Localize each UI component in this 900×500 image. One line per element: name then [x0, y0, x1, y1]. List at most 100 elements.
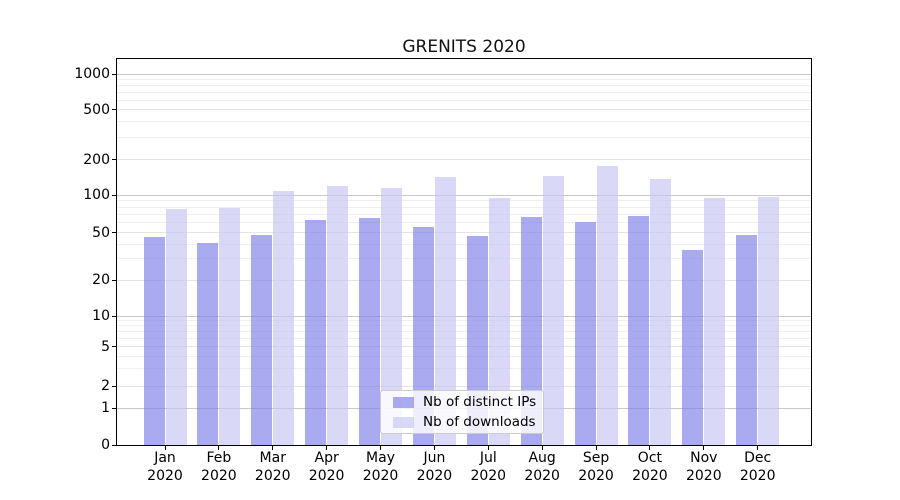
bar-apr-distinct-ips	[305, 220, 327, 445]
y-tick-label: 2	[101, 378, 110, 394]
y-tick-mark	[112, 444, 117, 446]
minor-gridline	[117, 338, 811, 340]
legend-label-downloads: Nb of downloads	[423, 414, 536, 430]
bar-may-distinct-ips	[359, 217, 381, 445]
x-tick-mark	[703, 445, 705, 450]
x-tick-mark	[433, 445, 435, 450]
bar-apr-downloads	[327, 185, 349, 445]
y-tick-mark	[112, 232, 117, 233]
y-tick-label: 0	[101, 437, 110, 453]
major-gridline	[117, 315, 811, 317]
y-tick-label: 1000	[74, 66, 110, 83]
x-tick-month: Dec	[744, 450, 772, 466]
y-tick-mark	[112, 346, 117, 348]
minor-gridline	[117, 79, 811, 81]
bar-mar-downloads	[273, 190, 295, 445]
x-tick-month: Jun	[423, 450, 446, 466]
gridline	[117, 109, 811, 110]
x-tick-label: Feb 2020	[187, 449, 251, 485]
x-tick-mark	[487, 445, 489, 450]
x-tick-label: Apr 2020	[295, 449, 359, 485]
x-tick-year: 2020	[578, 468, 614, 484]
bar-aug-distinct-ips	[520, 216, 542, 445]
x-tick-year: 2020	[739, 468, 776, 484]
plot-area	[116, 58, 812, 446]
x-tick-month: Mar	[259, 450, 286, 466]
chart-title: GRENITS 2020	[402, 37, 526, 57]
minor-gridline	[117, 331, 811, 333]
y-tick-label: 1	[101, 400, 110, 417]
x-tick-label: Jun 2020	[402, 449, 466, 485]
bar-feb-downloads	[219, 207, 241, 445]
bar-nov-distinct-ips	[682, 249, 704, 445]
minor-gridline	[117, 99, 811, 101]
y-tick-label: 50	[92, 224, 110, 241]
x-tick-month: Apr	[314, 450, 339, 466]
bar-may-downloads	[381, 188, 403, 445]
bar-feb-distinct-ips	[197, 242, 219, 445]
minor-gridline	[117, 222, 811, 224]
major-gridline	[117, 73, 811, 75]
x-tick-label: Mar 2020	[241, 449, 305, 485]
gridline	[117, 346, 811, 348]
y-tick-mark	[112, 159, 117, 161]
gridline	[117, 232, 811, 233]
minor-gridline	[117, 91, 811, 93]
y-tick-mark	[112, 109, 117, 110]
x-tick-year: 2020	[308, 468, 345, 484]
x-tick-mark	[326, 445, 328, 450]
x-tick-year: 2020	[632, 468, 668, 484]
y-tick-label: 100	[83, 187, 110, 204]
minor-gridline	[117, 320, 811, 322]
x-tick-mark	[218, 445, 220, 450]
y-tick-label: 5	[101, 338, 110, 355]
minor-gridline	[117, 206, 811, 208]
x-tick-month: Sep	[582, 450, 610, 466]
y-tick-mark	[112, 315, 117, 317]
x-tick-month: Feb	[206, 450, 232, 466]
bar-nov-downloads	[704, 197, 726, 445]
major-gridline	[117, 194, 811, 196]
x-tick-mark	[164, 445, 166, 450]
bar-jan-downloads	[165, 209, 187, 445]
y-tick-label: 10	[92, 308, 110, 324]
x-tick-mark	[595, 445, 597, 450]
x-tick-month: May	[366, 450, 395, 466]
bar-sep-distinct-ips	[574, 221, 596, 445]
bar-sep-downloads	[596, 165, 618, 445]
x-tick-month: Jan	[154, 450, 176, 466]
legend-item-distinct-ips: Nb of distinct IPs	[393, 394, 537, 410]
x-tick-year: 2020	[362, 468, 399, 484]
bar-jan-distinct-ips	[143, 236, 165, 445]
y-tick-mark	[112, 73, 117, 75]
x-tick-month: Nov	[690, 450, 718, 466]
bar-jul-downloads	[488, 198, 510, 445]
x-tick-year: 2020	[416, 468, 453, 484]
x-tick-year: 2020	[470, 468, 507, 484]
x-tick-mark	[380, 445, 382, 450]
x-tick-year: 2020	[201, 468, 237, 484]
x-tick-label: Aug 2020	[510, 449, 574, 485]
x-tick-year: 2020	[685, 468, 722, 484]
x-tick-label: Jul 2020	[456, 449, 520, 485]
bar-dec-downloads	[758, 196, 780, 445]
bar-dec-distinct-ips	[736, 234, 758, 445]
x-tick-label: Sep 2020	[564, 449, 628, 485]
minor-gridline	[117, 355, 811, 357]
y-tick-label: 200	[83, 151, 110, 168]
bar-jun-downloads	[434, 177, 456, 445]
x-tick-mark	[541, 445, 543, 450]
gridline	[117, 159, 811, 161]
gridline	[117, 279, 811, 281]
legend-label-distinct-ips: Nb of distinct IPs	[423, 394, 537, 410]
minor-gridline	[117, 121, 811, 123]
x-tick-month: Oct	[637, 450, 663, 466]
x-tick-label: Jan 2020	[133, 449, 197, 485]
minor-gridline	[117, 258, 811, 260]
minor-gridline	[117, 243, 811, 245]
y-tick-mark	[112, 385, 117, 387]
y-tick-mark	[112, 194, 117, 196]
x-tick-year: 2020	[254, 468, 291, 484]
bar-oct-distinct-ips	[628, 216, 650, 445]
x-tick-month: Aug	[528, 450, 556, 466]
